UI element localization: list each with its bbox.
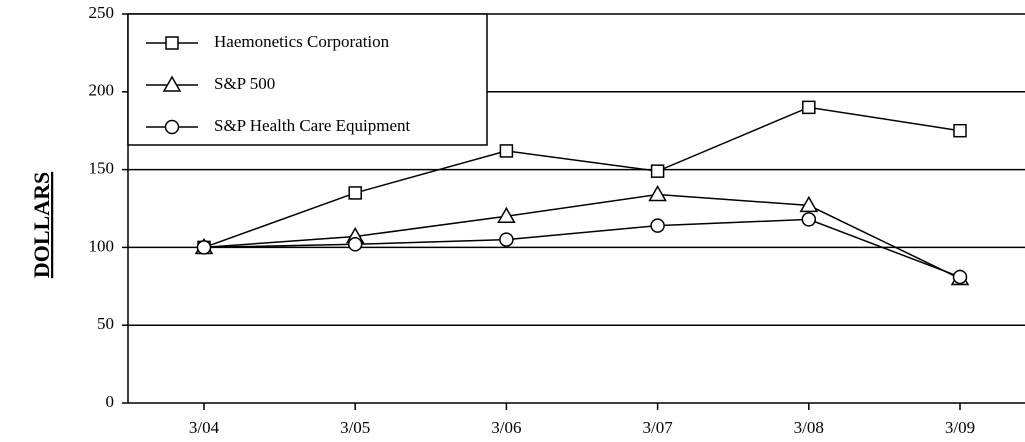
series-line <box>203 218 961 278</box>
legend-marker <box>162 75 182 92</box>
data-point <box>801 212 817 227</box>
y-tick-label: 250 <box>89 3 115 22</box>
legend-marker <box>165 36 179 50</box>
y-tick-label: 50 <box>97 314 114 333</box>
x-tick-label: 3/07 <box>642 418 673 437</box>
data-point <box>650 164 665 178</box>
x-tick-label: 3/04 <box>189 418 220 437</box>
y-tick-label: 200 <box>89 81 115 100</box>
legend-box <box>127 13 488 146</box>
x-tick-label: 3/05 <box>340 418 370 437</box>
series-line <box>203 193 961 280</box>
data-point <box>648 184 667 202</box>
x-tick-label: 3/08 <box>794 418 824 437</box>
data-point <box>499 144 514 158</box>
y-tick-label: 150 <box>89 159 115 178</box>
data-point <box>347 237 363 252</box>
data-point <box>348 186 362 200</box>
x-tick-label: 3/06 <box>491 418 521 437</box>
data-point <box>802 100 816 115</box>
y-tick-label: 0 <box>106 392 115 411</box>
legend: Haemonetics Corporation S&P 500 S&P Health… <box>127 13 488 146</box>
series-line <box>203 106 961 249</box>
y-tick-label: 100 <box>89 236 115 255</box>
legend-label: S&P 500 <box>214 74 275 93</box>
data-point <box>953 123 967 138</box>
legend-label: Haemonetics Corporation <box>214 32 390 51</box>
data-point <box>196 240 212 255</box>
x-tick-label: 3/09 <box>945 418 975 437</box>
data-point <box>799 195 819 213</box>
data-point <box>497 206 516 224</box>
data-point <box>952 269 968 285</box>
data-point <box>650 218 665 233</box>
y-axis-label: DOLLARS <box>29 172 54 278</box>
data-point <box>499 232 514 247</box>
legend-label: S&P Health Care Equipment <box>214 116 411 135</box>
legend-marker <box>164 119 180 135</box>
